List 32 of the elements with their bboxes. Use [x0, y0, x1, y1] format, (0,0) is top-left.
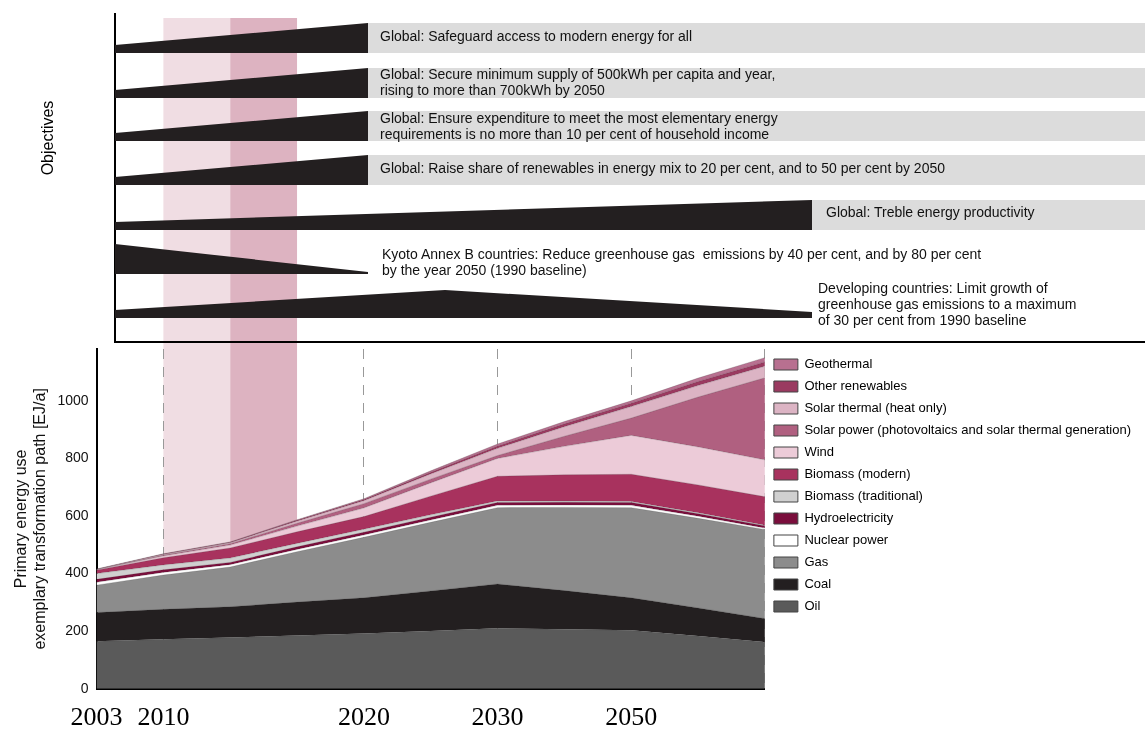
legend-label: Solar power (photovoltaics and solar thermal generation): [804, 422, 1132, 438]
x-tick-label: 2030: [471, 702, 524, 732]
y-tick-label: 800: [65, 449, 89, 466]
text: Developing countries: Limit growth of greenhouse gas emissions to a maximum of 30 per cent from 1990 baseline: [818, 280, 1077, 328]
legend-label: Biomass (traditional): [804, 488, 923, 504]
x-tick-label: 2050: [605, 702, 658, 732]
y-axis-title: Primary energy use exemplary transformation path [EJ/a]: [12, 388, 49, 650]
x-tick-label: 2010: [137, 702, 190, 732]
y-tick-label: 200: [65, 622, 89, 639]
legend-label: Coal: [804, 576, 832, 592]
y-tick-label: 1000: [57, 391, 89, 408]
legend-label: Gas: [804, 554, 829, 570]
x-tick-label: 2020: [337, 702, 390, 732]
y-tick-label: 400: [65, 564, 89, 581]
legend-label: Nuclear power: [804, 532, 889, 548]
legend-label: Solar thermal (heat only): [804, 400, 947, 416]
legend-label: Other renewables: [804, 378, 908, 394]
y-tick-label: 600: [65, 506, 89, 523]
y-tick-label: 0: [80, 679, 89, 696]
text: Global: Safeguard access to modern energy for all: [380, 28, 693, 44]
legend-label: Wind: [804, 444, 835, 460]
text: Global: Raise share of renewables in energy mix to 20 per cent, and to 50 per cent by 2050: [380, 160, 946, 176]
legend-label: Hydroelectricity: [804, 510, 894, 526]
text: Global: Ensure expenditure to meet the most elementary energy requirements is no more than 10 per cent of household income: [380, 110, 778, 142]
text: Global: Secure minimum supply of 500kWh per capita and year, rising to more than 700kWh by 2050: [380, 66, 776, 98]
legend-label: Oil: [804, 598, 821, 614]
text: Objectives: [39, 100, 57, 176]
legend-label: Biomass (modern): [804, 466, 911, 482]
text: Kyoto Annex B countries: Reduce greenhouse gas emissions by 40 per cent, and by 80 per cent by the year 2050 (1990 baseline): [382, 246, 982, 278]
x-tick-label: 2003: [70, 702, 123, 732]
text: Global: Treble energy productivity: [826, 204, 1035, 220]
legend-label: Geothermal: [804, 356, 873, 372]
